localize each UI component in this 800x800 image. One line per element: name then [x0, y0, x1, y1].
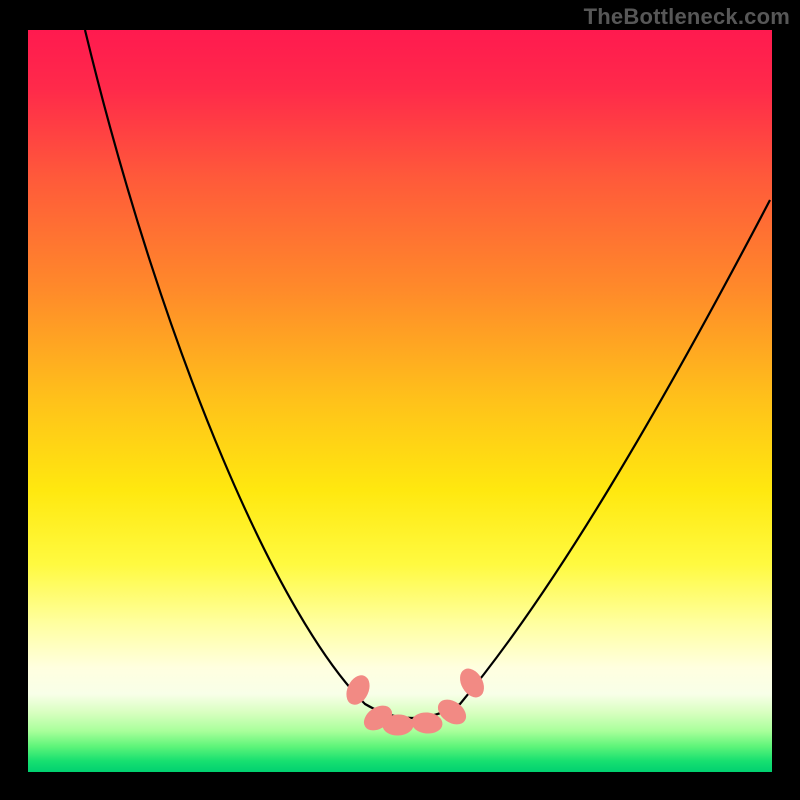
- chart-container: TheBottleneck.com: [0, 0, 800, 800]
- bottleneck-curve-chart: [0, 0, 800, 800]
- watermark-text: TheBottleneck.com: [584, 4, 790, 30]
- curve-marker: [383, 714, 414, 735]
